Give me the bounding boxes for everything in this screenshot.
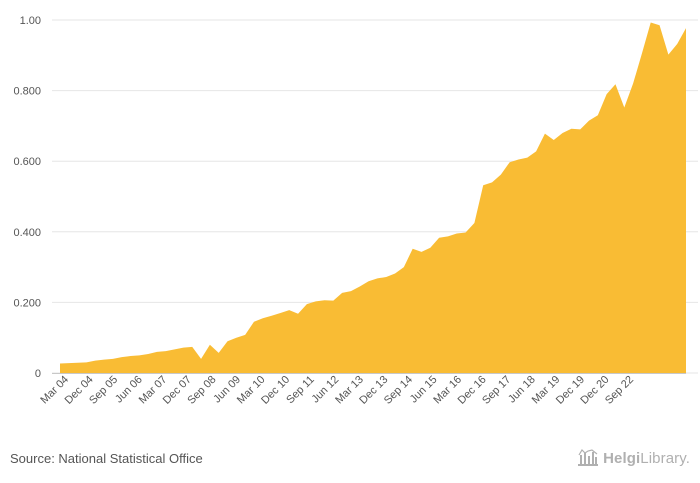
y-tick-label: 0.800 (13, 86, 41, 98)
chart-footer: Source: National Statistical Office Helg… (0, 445, 700, 483)
x-tick: Sep 11 (284, 374, 317, 407)
series-area (60, 22, 686, 373)
library-building-icon (578, 449, 599, 466)
y-tick-label: 1.00 (20, 15, 41, 27)
y-tick-label: 0.200 (13, 297, 41, 309)
source-note: Source: National Statistical Office (10, 451, 203, 466)
series-area-shape (60, 22, 686, 373)
y-tick-label: 0 (35, 368, 41, 380)
y-tick-label: 0.600 (13, 156, 41, 168)
x-tick-label: Sep 11 (284, 374, 317, 407)
chart: 0 0.200 0.400 0.600 0.800 1.00 Mar 04 Dec 04 Se… (13, 15, 698, 407)
y-tick-label: 0.400 (13, 227, 41, 239)
y-axis: 0 0.200 0.400 0.600 0.800 1.00 (13, 15, 41, 380)
brand-logo[interactable]: HelgiLibrary. (577, 449, 690, 467)
brand-name: HelgiLibrary. (603, 449, 690, 467)
